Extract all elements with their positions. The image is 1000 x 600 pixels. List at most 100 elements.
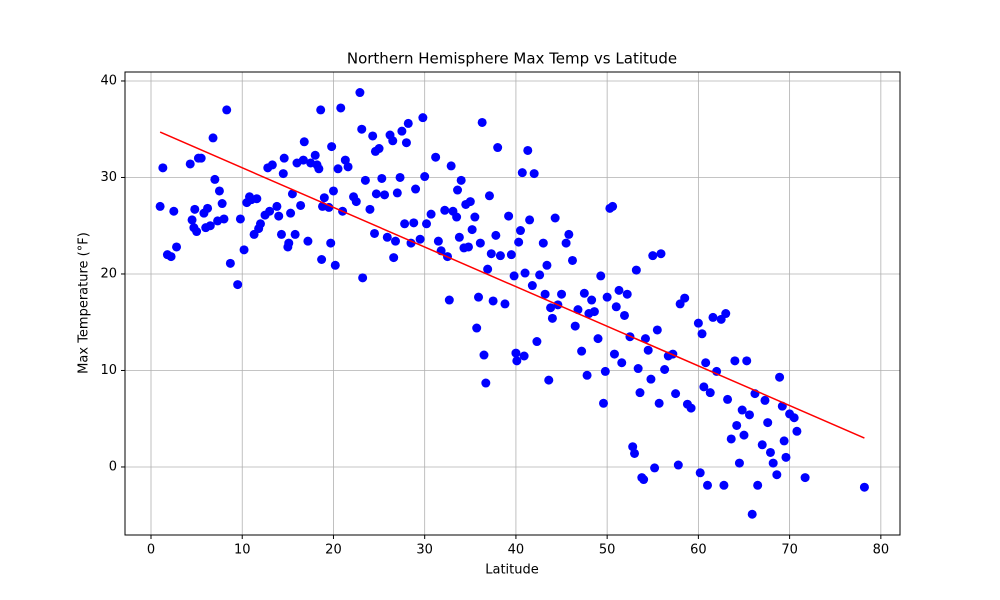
x-tick-label: 40	[508, 543, 525, 558]
scatter-point	[491, 230, 501, 240]
scatter-point	[158, 163, 168, 173]
scatter-point	[517, 168, 527, 178]
scatter-point	[472, 323, 482, 333]
scatter-point	[760, 395, 770, 405]
scatter-point	[579, 288, 589, 298]
scatter-point	[515, 226, 525, 236]
scatter-point	[392, 188, 402, 198]
scatter-point	[772, 470, 782, 480]
scatter-point	[701, 358, 711, 368]
scatter-point	[506, 250, 516, 260]
scatter-point	[409, 218, 419, 228]
scatter-point	[205, 221, 215, 231]
y-tick-label: 30	[100, 170, 117, 185]
scatter-point	[214, 186, 224, 196]
scatter-point	[495, 251, 505, 261]
scatter-point	[196, 153, 206, 163]
scatter-point	[596, 271, 606, 281]
scatter-point	[203, 203, 213, 213]
scatter-point	[557, 289, 567, 299]
scatter-point	[614, 285, 624, 295]
scatter-point	[343, 162, 353, 172]
scatter-point	[635, 388, 645, 398]
scatter-point	[390, 236, 400, 246]
scatter-point	[765, 447, 775, 457]
scatter-point	[779, 436, 789, 446]
scatter-point	[351, 197, 361, 207]
scatter-point	[721, 309, 731, 319]
scatter-point	[418, 113, 428, 123]
scatter-point	[252, 194, 262, 204]
scatter-point	[276, 229, 286, 239]
scatter-point	[172, 242, 182, 252]
scatter-point	[726, 434, 736, 444]
scatter-point	[792, 426, 802, 436]
scatter-point	[278, 169, 288, 179]
scatter-point	[187, 215, 197, 225]
scatter-point	[169, 206, 179, 216]
scatter-point	[433, 236, 443, 246]
scatter-point	[520, 268, 530, 278]
scatter-point	[730, 356, 740, 366]
x-tick-label: 70	[781, 543, 798, 558]
regression-line	[159, 131, 865, 439]
scatter-point	[695, 468, 705, 478]
scatter-point	[299, 137, 309, 147]
scatter-point	[699, 382, 709, 392]
chart-title: Northern Hemisphere Max Temp vs Latitude	[347, 50, 677, 68]
scatter-point	[493, 143, 503, 153]
scatter-point	[544, 375, 554, 385]
scatter-point	[380, 190, 390, 200]
scatter-point	[190, 204, 200, 214]
scatter-point	[444, 295, 454, 305]
scatter-point	[486, 249, 496, 259]
scatter-point	[456, 175, 466, 185]
scatter-point	[723, 394, 733, 404]
scatter-point	[781, 452, 791, 462]
scatter-point	[192, 227, 202, 237]
scatter-point	[734, 458, 744, 468]
scatter-point	[382, 232, 392, 242]
scatter-point	[484, 191, 494, 201]
scatter-point	[514, 237, 524, 247]
scatter-point	[290, 229, 300, 239]
plot-frame	[124, 71, 901, 536]
scatter-point	[523, 145, 533, 155]
scatter-point	[589, 307, 599, 317]
scatter-point	[535, 270, 545, 280]
scatter-point	[267, 160, 277, 170]
scatter-point	[400, 219, 410, 229]
scatter-point	[686, 403, 696, 413]
y-tick-label: 20	[100, 266, 117, 281]
scatter-point	[401, 138, 411, 148]
scatter-point	[477, 117, 487, 127]
y-axis-label: Max Temperature (°F)	[77, 232, 92, 374]
scatter-point	[475, 238, 485, 248]
scatter-point	[474, 292, 484, 302]
scatter-point	[640, 334, 650, 344]
scatter-point	[465, 197, 475, 207]
scatter-point	[622, 289, 632, 299]
scatter-point	[509, 271, 519, 281]
scatter-point	[483, 264, 493, 274]
scatter-point	[538, 238, 548, 248]
scatter-point	[639, 475, 649, 485]
scatter-point	[420, 172, 430, 182]
x-tick-label: 50	[599, 543, 616, 558]
scatter-point	[768, 458, 778, 468]
scatter-point	[265, 206, 275, 216]
scatter-point	[233, 280, 243, 290]
scatter-point	[527, 281, 537, 291]
scatter-point	[602, 292, 612, 302]
scatter-point	[358, 273, 368, 283]
scatter-point	[654, 398, 664, 408]
y-tick-label: 10	[100, 363, 117, 378]
scatter-point	[327, 142, 337, 152]
scatter-point	[652, 325, 662, 335]
scatter-point	[643, 345, 653, 355]
scatter-point	[648, 251, 658, 261]
scatter-point	[646, 374, 656, 384]
scatter-point	[360, 175, 370, 185]
scatter-point	[611, 302, 621, 312]
scatter-point	[284, 238, 294, 248]
